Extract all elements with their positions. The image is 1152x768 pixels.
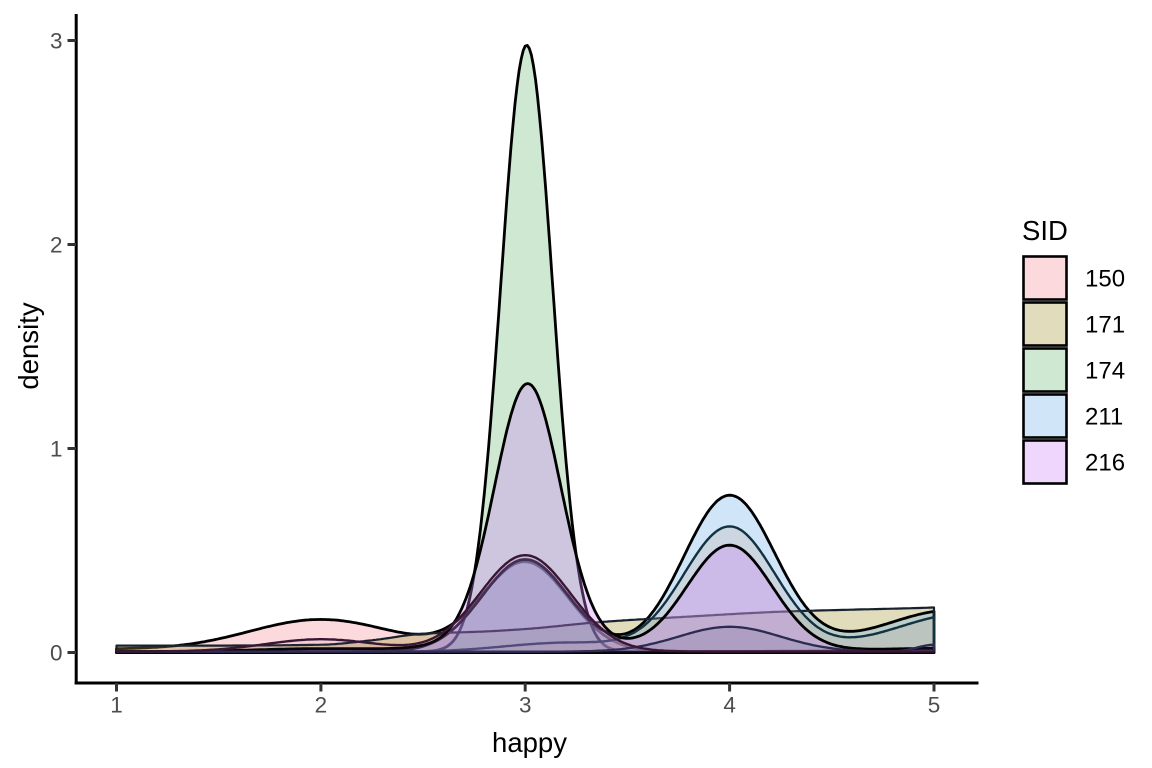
svg-text:density: density: [13, 302, 44, 389]
svg-text:SID: SID: [1022, 215, 1068, 246]
svg-text:2: 2: [315, 693, 328, 718]
svg-text:174: 174: [1085, 358, 1125, 385]
svg-text:5: 5: [928, 693, 941, 718]
svg-text:171: 171: [1085, 312, 1125, 339]
svg-text:3: 3: [519, 693, 532, 718]
svg-text:3: 3: [50, 29, 63, 54]
svg-text:0: 0: [50, 641, 63, 666]
svg-text:150: 150: [1085, 266, 1125, 293]
svg-text:211: 211: [1085, 404, 1123, 431]
svg-text:1: 1: [50, 437, 63, 462]
svg-text:happy: happy: [492, 727, 567, 758]
svg-text:2: 2: [50, 233, 63, 258]
svg-text:1: 1: [110, 693, 123, 718]
svg-text:4: 4: [723, 693, 736, 718]
svg-text:216: 216: [1085, 450, 1125, 477]
